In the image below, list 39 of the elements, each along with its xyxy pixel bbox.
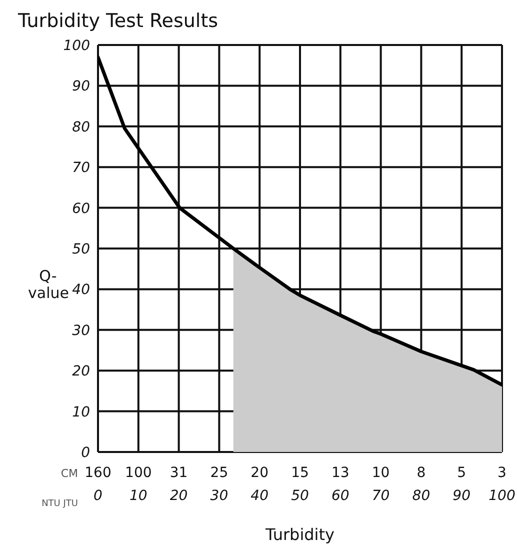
y-tick-label: 40 [72, 282, 90, 298]
text: 25 [210, 465, 228, 481]
x-tick-label: 30 [210, 488, 228, 504]
y-tick-label: 20 [72, 364, 90, 380]
x-tick-label: 100 [488, 488, 516, 504]
y-axis-title: Q-value [28, 267, 69, 302]
text: 5 [457, 465, 466, 481]
x-tick-label: 50 [291, 488, 309, 504]
x-tick-label: 0 [94, 488, 103, 504]
y-tick-label: 80 [72, 119, 90, 136]
text: CM [60, 467, 78, 480]
x-tick-label: 20 [170, 488, 188, 504]
x-tick-label: 80 [412, 488, 430, 504]
text: NTU JTU [42, 499, 78, 509]
x-tick-label: 70 [372, 488, 390, 504]
text: 31 [170, 465, 188, 481]
x-tick-label: 40 [250, 488, 269, 504]
chart-title: Turbidity Test Results [18, 10, 218, 32]
text: 20 [250, 465, 269, 481]
x-tick-label: 10 [129, 488, 148, 504]
text: 8 [416, 465, 426, 481]
x-tick-label: 60 [331, 488, 350, 504]
text: 100 [125, 465, 152, 481]
y-tick-label: 50 [72, 241, 90, 258]
text: 15 [291, 465, 309, 481]
text: 10 [372, 465, 390, 481]
y-tick-label: 90 [72, 78, 90, 95]
text: 160 [84, 465, 112, 481]
y-tick-label: 100 [63, 38, 90, 54]
x-tick-label: 90 [452, 488, 471, 504]
y-tick-label: 60 [72, 200, 90, 217]
y-tick-label: 0 [81, 444, 90, 461]
y-tick-label: 30 [72, 322, 90, 339]
y-tick-label: 70 [72, 160, 90, 176]
x-axis-title: Turbidity [264, 525, 335, 544]
text: 13 [331, 465, 350, 481]
line-series [98, 55, 502, 387]
text: 3 [498, 465, 506, 481]
y-tick-label: 10 [72, 404, 90, 420]
